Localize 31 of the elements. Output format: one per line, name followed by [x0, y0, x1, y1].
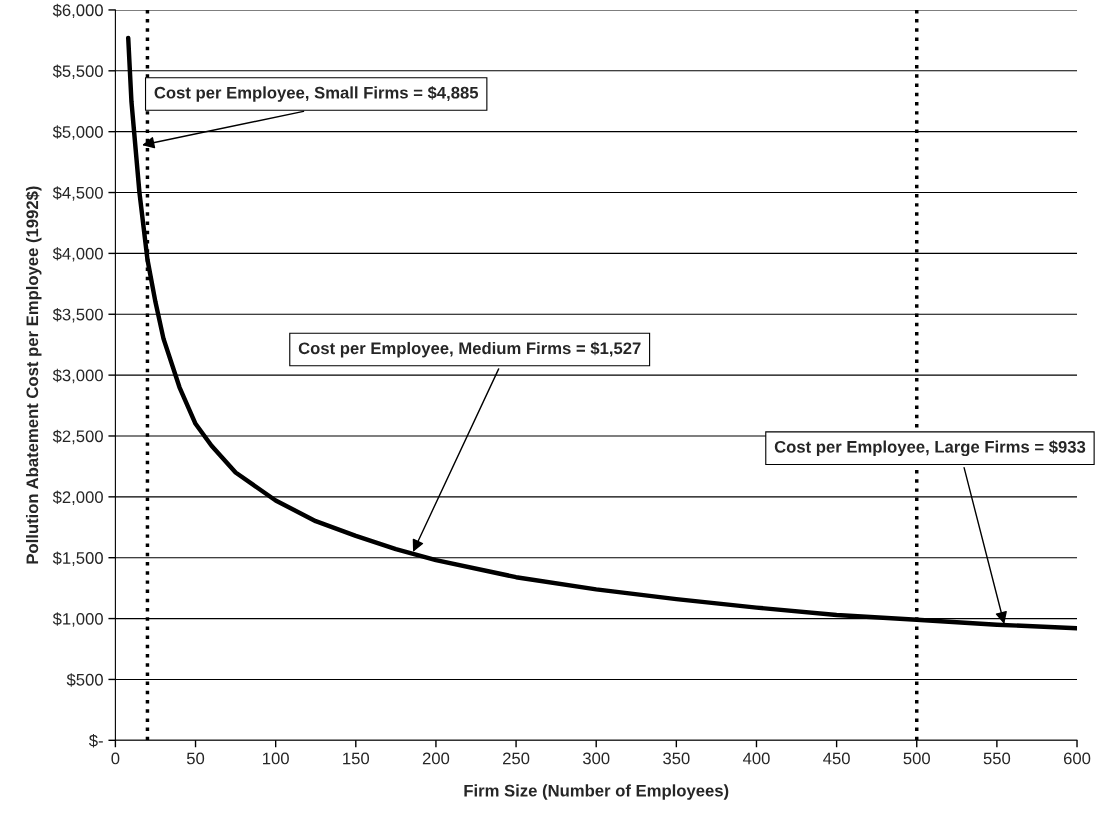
y-tick-label: $4,000	[52, 247, 103, 262]
y-tick-label: $3,000	[52, 368, 103, 384]
y-tick-label: $5,000	[52, 125, 103, 140]
y-tick-label: $-	[88, 734, 103, 748]
y-tick-label: $6,000	[52, 3, 103, 19]
y-tick-label: $3,500	[52, 307, 103, 323]
y-tick-label: $5,500	[52, 64, 103, 79]
x-tick-label: 0	[111, 752, 120, 765]
x-tick-label: 500	[903, 752, 930, 765]
y-tick-label: $1,000	[52, 612, 103, 627]
x-tick-label: 300	[582, 752, 610, 765]
x-tick-label: 150	[343, 752, 370, 765]
y-tick-label: $2,000	[52, 490, 103, 506]
x-tick-label: 600	[1063, 752, 1091, 765]
y-tick-label: $4,500	[52, 186, 103, 201]
y-axis-title: Pollution Abatement Cost per Employee (1992$)	[25, 186, 42, 564]
x-tick-label: 400	[742, 752, 770, 765]
x-tick-label: 350	[663, 752, 690, 765]
x-tick-label: 100	[263, 752, 289, 765]
x-tick-label: 550	[983, 752, 1011, 765]
annotation: Cost per Employee, Medium Firms = $1,527	[298, 341, 641, 358]
y-tick-label: $500	[66, 673, 103, 687]
annotation: Cost per Employee, Large Firms = $933	[774, 440, 1086, 457]
x-tick-label: 200	[422, 752, 450, 765]
annotation: Cost per Employee, Small Firms = $4,885	[154, 86, 479, 102]
y-tick-label: $1,500	[52, 551, 103, 566]
x-axis-title: Firm Size (Number of Employees)	[464, 784, 729, 800]
x-tick-label: 250	[503, 752, 530, 765]
x-tick-label: 50	[186, 752, 205, 765]
x-tick-label: 450	[823, 752, 850, 765]
y-tick-label: $2,500	[52, 429, 103, 445]
